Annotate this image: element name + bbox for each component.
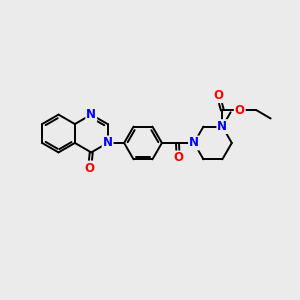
Text: N: N	[86, 108, 96, 121]
Text: O: O	[85, 161, 95, 175]
Text: N: N	[103, 136, 112, 149]
Text: O: O	[235, 103, 245, 117]
Text: O: O	[173, 152, 183, 164]
Text: O: O	[214, 89, 224, 102]
Text: N: N	[189, 136, 199, 149]
Text: N: N	[218, 120, 227, 133]
